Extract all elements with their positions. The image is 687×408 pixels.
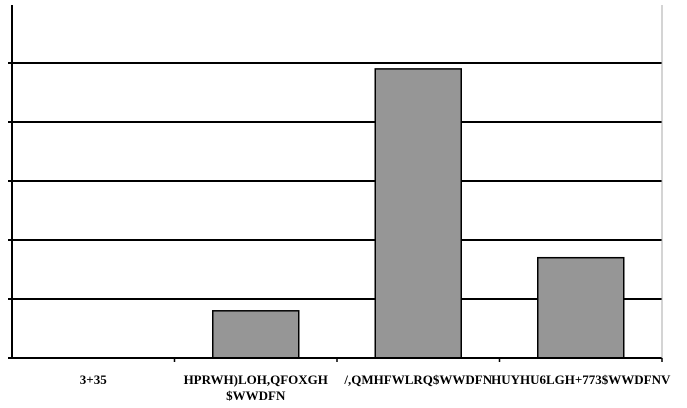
x-tick-label-line: $WWDFN [226,388,286,403]
x-tick-label: 3+35 [80,372,107,387]
x-tick-label: HPRWH)LOH,QFOXGH $WWDFN [184,372,328,403]
x-tick-label: HUYHU6LGH+773$WWDFNV [491,372,671,387]
bar [374,68,462,359]
bar [212,310,300,359]
x-tick-label-line: HUYHU6LGH+773$WWDFNV [491,372,671,387]
x-tick-label: /,QMHFWLRQ$WWDFN [343,372,492,387]
x-tick-label-line: HPRWH)LOH,QFOXGH [184,372,328,387]
bars [212,68,625,359]
bar [537,256,625,359]
category-labels: 3+35 HPRWH)LOH,QFOXGH $WWDFN /,QMHFWLRQ$WWD… [80,372,671,403]
axes [8,5,663,362]
x-tick-label-line: 3+35 [80,372,107,387]
x-tick-label-line: /,QMHFWLRQ$WWDFN [343,372,492,387]
